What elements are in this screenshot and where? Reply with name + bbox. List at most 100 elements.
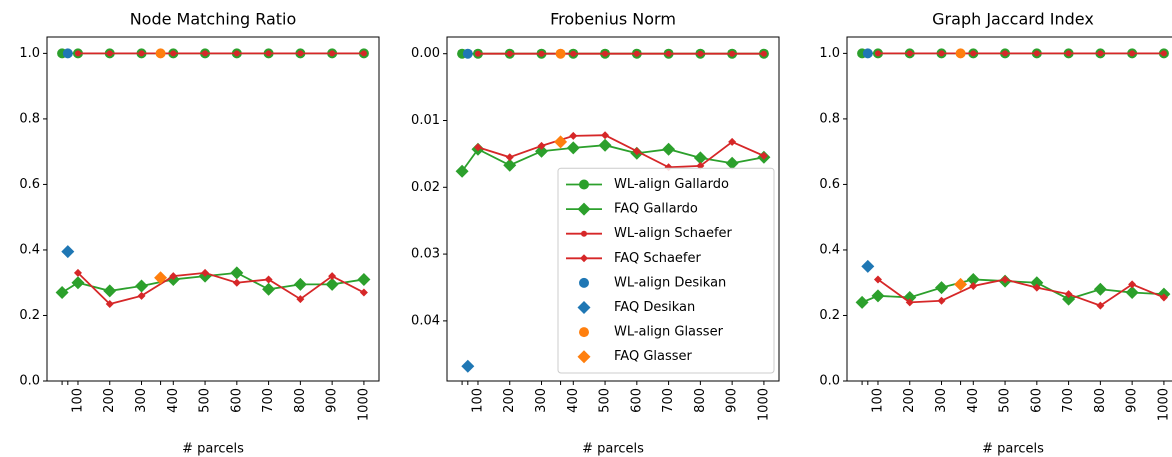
marker	[579, 277, 589, 288]
marker	[360, 50, 367, 57]
marker	[71, 276, 85, 290]
marker	[577, 202, 591, 216]
marker	[905, 298, 914, 307]
subplot: Graph Jaccard Index # parcels 0.0 0.2 0.4 0.6…	[819, 10, 1172, 457]
x-tick-label: 700	[661, 388, 676, 413]
legend-label: WL-align Schaefer	[614, 226, 733, 241]
marker	[566, 141, 580, 155]
marker	[505, 153, 514, 162]
marker	[103, 284, 117, 298]
marker	[935, 281, 949, 295]
marker	[1159, 293, 1168, 302]
marker	[105, 300, 114, 309]
marker	[662, 142, 676, 156]
x-axis-label: # parcels	[582, 442, 644, 457]
marker	[329, 50, 336, 57]
marker	[602, 50, 609, 57]
marker	[729, 50, 736, 57]
marker	[155, 48, 166, 59]
marker	[74, 50, 81, 57]
legend: WL-align Gallardo FAQ Gallardo WL-align Sc…	[557, 167, 775, 374]
y-tick-label: 0.01	[411, 113, 440, 128]
marker	[137, 291, 146, 300]
series-line	[877, 278, 1165, 307]
marker	[293, 277, 307, 291]
y-tick-label: 0.2	[19, 308, 40, 323]
y-tick-label: 0.8	[819, 111, 840, 126]
legend-label: WL-align Gallardo	[614, 177, 729, 192]
y-tick-label: 0.2	[819, 308, 840, 323]
marker	[61, 245, 75, 259]
y-tick-label: 0.6	[19, 177, 40, 192]
marker	[169, 272, 178, 281]
marker	[577, 301, 591, 314]
marker	[325, 277, 339, 291]
plot-area	[455, 48, 771, 373]
marker	[359, 288, 368, 297]
marker	[154, 271, 168, 285]
marker	[579, 327, 589, 338]
x-tick-label: 600	[1029, 388, 1044, 413]
marker	[725, 156, 739, 170]
x-tick-label: 100	[470, 388, 485, 413]
legend-label: FAQ Schaefer	[614, 251, 701, 266]
marker	[581, 230, 587, 237]
marker	[855, 295, 869, 309]
x-tick-label: 200	[502, 388, 517, 413]
marker	[554, 135, 568, 149]
marker	[577, 350, 591, 364]
marker	[55, 286, 69, 300]
marker	[555, 48, 566, 59]
x-tick-label: 1000	[356, 388, 371, 421]
x-tick-label: 500	[998, 388, 1013, 413]
marker	[862, 48, 873, 59]
marker	[262, 282, 276, 296]
x-tick-label: 100	[870, 388, 885, 413]
marker	[579, 179, 589, 190]
marker	[861, 259, 875, 273]
marker	[1097, 50, 1104, 57]
marker	[170, 50, 177, 57]
marker	[357, 272, 371, 286]
marker	[871, 289, 885, 303]
chart-title: Graph Jaccard Index	[932, 10, 1094, 29]
y-tick-label: 0.0	[819, 374, 840, 389]
series-line	[77, 271, 365, 306]
marker	[1001, 275, 1010, 284]
y-tick-label: 1.0	[819, 46, 840, 61]
y-tick-label: 0.6	[819, 177, 840, 192]
x-tick-label: 300	[934, 388, 949, 413]
marker	[955, 48, 966, 59]
plot-area	[855, 48, 1171, 310]
marker	[474, 50, 481, 57]
x-tick-label: 300	[534, 388, 549, 413]
marker	[665, 50, 672, 57]
y-tick-label: 0.0	[19, 374, 40, 389]
x-tick-label: 300	[134, 388, 149, 413]
marker	[1128, 280, 1137, 289]
marker	[296, 295, 305, 304]
marker	[1064, 290, 1073, 299]
marker	[569, 131, 578, 140]
x-tick-label: 500	[198, 388, 213, 413]
marker	[1160, 50, 1167, 57]
marker	[265, 50, 272, 57]
x-tick-label: 400	[166, 388, 181, 413]
marker	[264, 275, 273, 284]
y-tick-label: 0.04	[411, 313, 440, 328]
x-axis-label: # parcels	[182, 442, 244, 457]
y-tick-label: 0.03	[411, 247, 440, 262]
marker	[969, 281, 978, 290]
marker	[62, 48, 73, 59]
x-tick-label: 900	[325, 388, 340, 413]
axes-frame	[846, 36, 1172, 382]
x-tick-label: 1000	[1156, 388, 1171, 421]
x-tick-label: 500	[598, 388, 613, 413]
y-tick-label: 0.4	[819, 242, 840, 257]
axes-frame	[46, 36, 380, 382]
legend-label: FAQ Glasser	[614, 349, 693, 364]
marker	[73, 268, 82, 277]
series-line	[477, 134, 765, 169]
marker	[580, 254, 588, 263]
